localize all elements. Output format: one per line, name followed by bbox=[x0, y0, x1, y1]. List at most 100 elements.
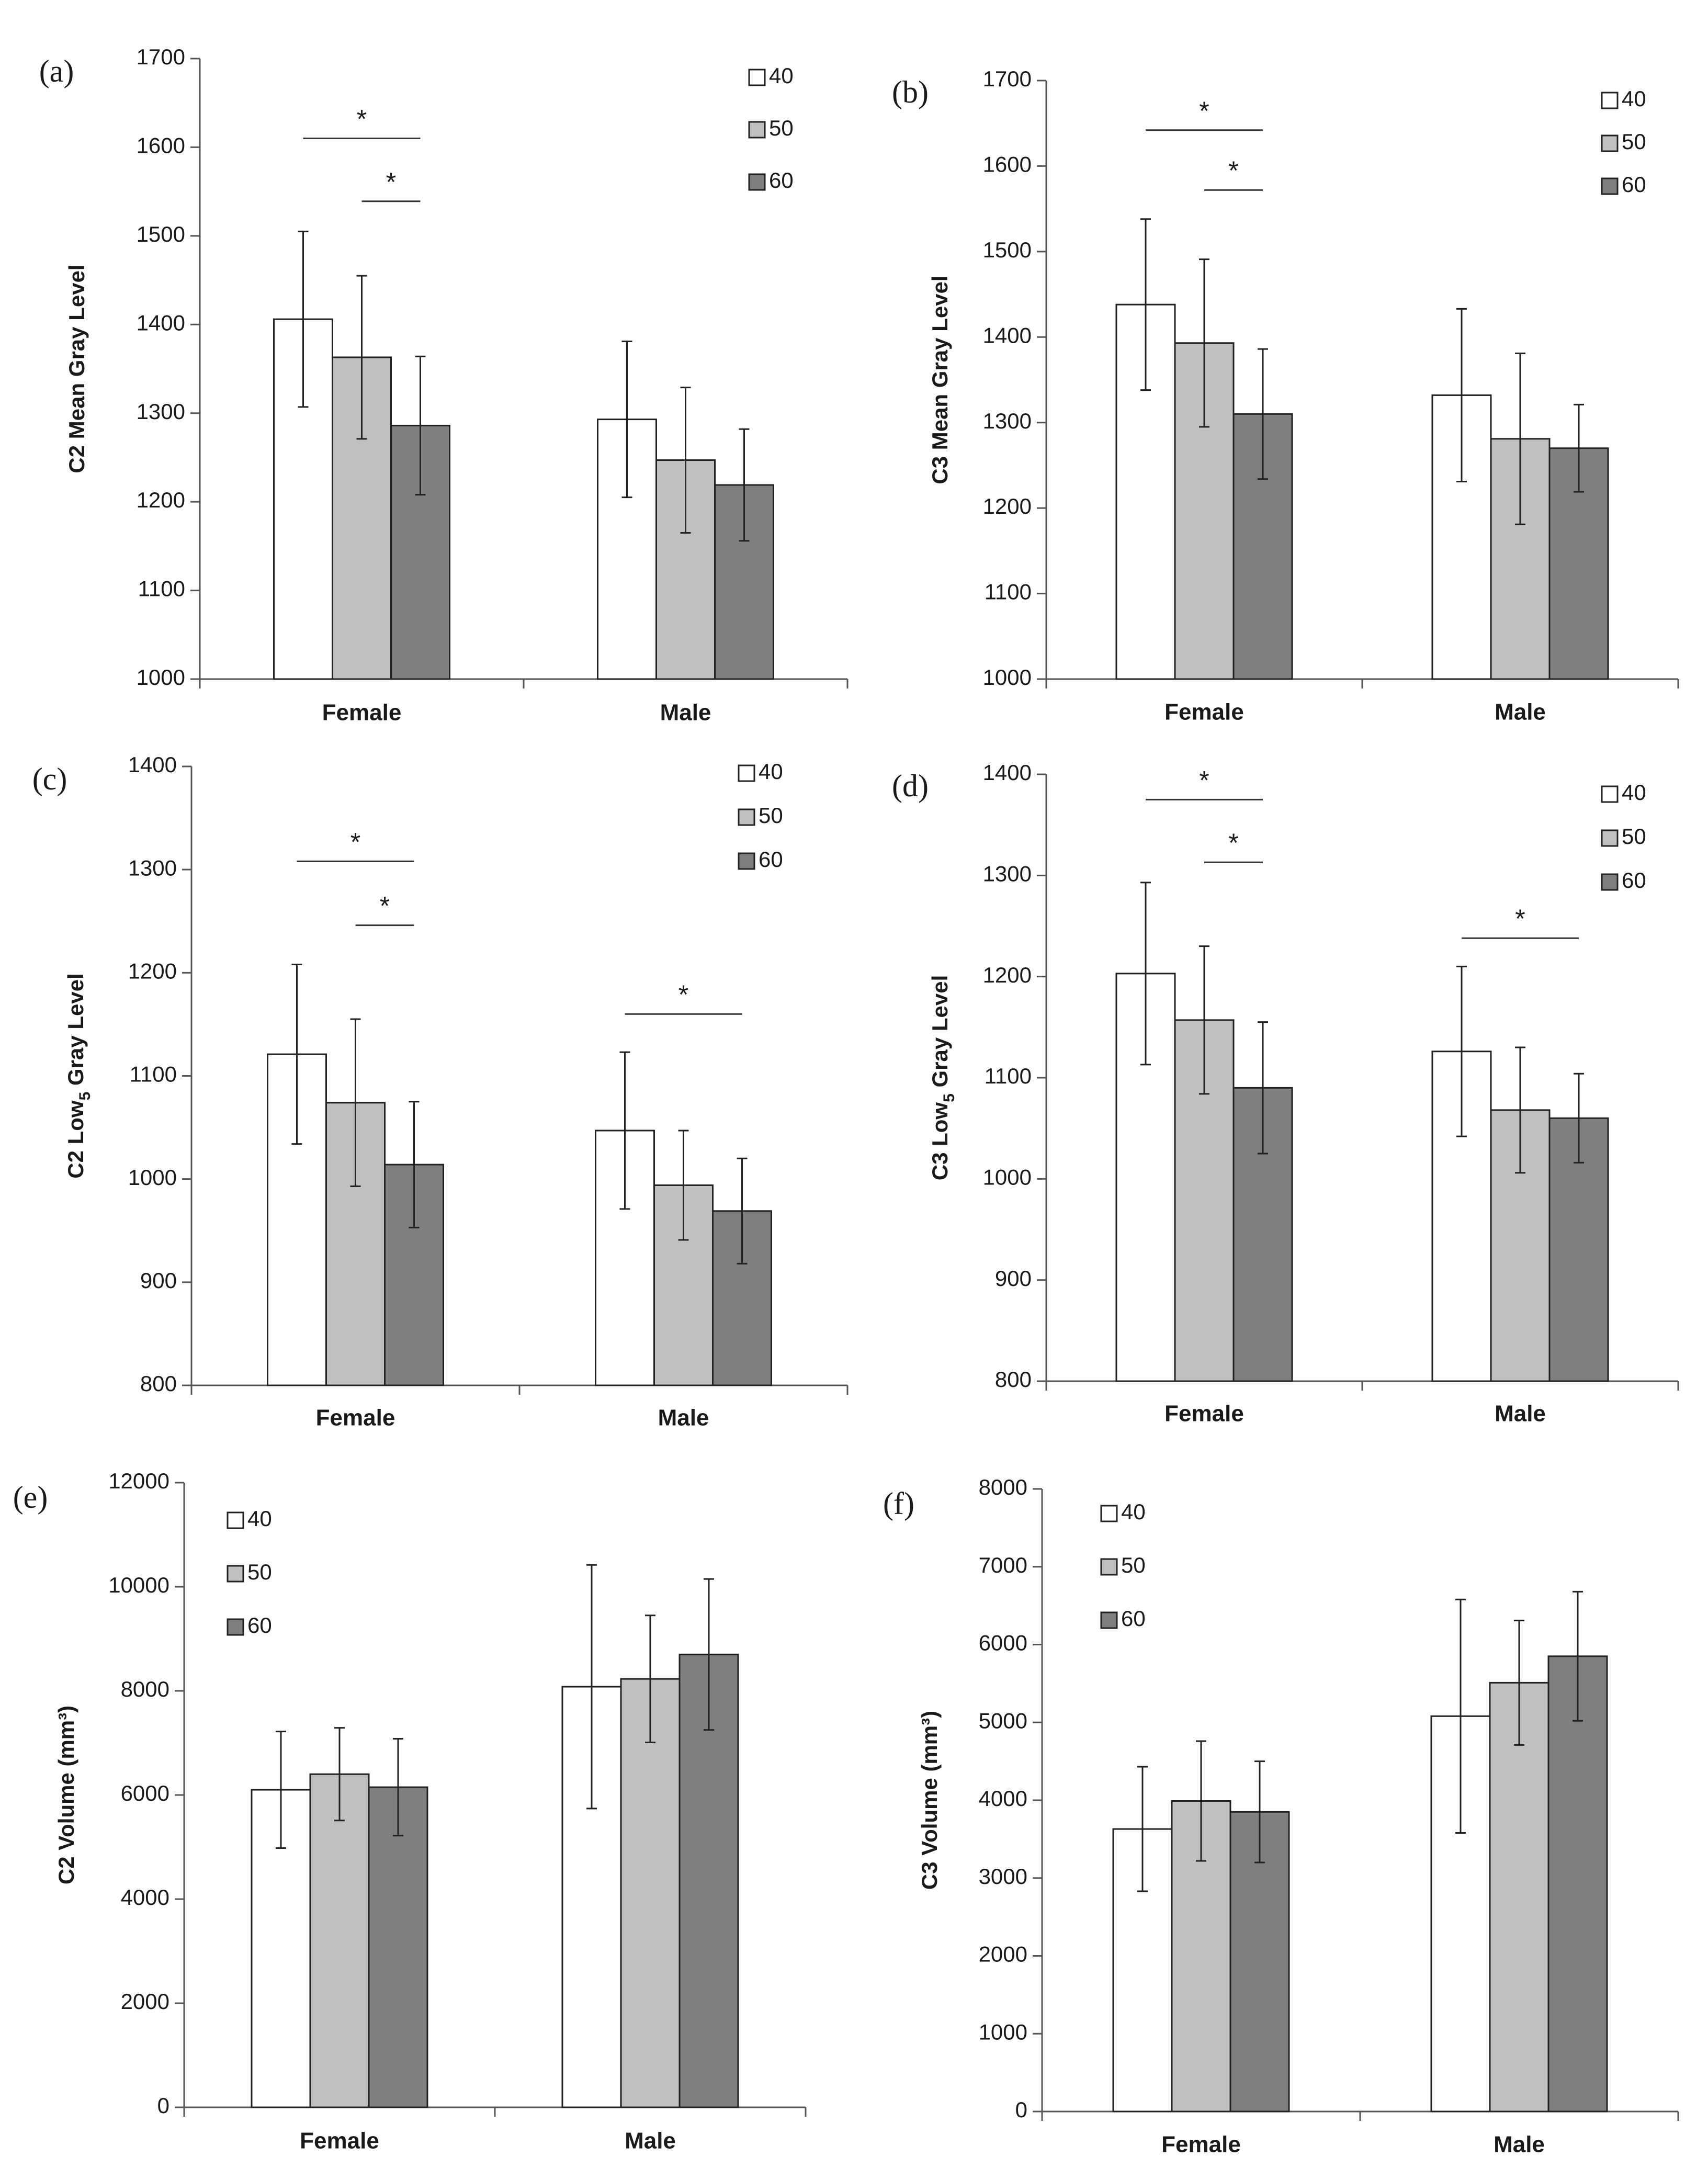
legend-label: 40 bbox=[1622, 86, 1646, 111]
bar bbox=[1547, 1655, 1608, 2113]
x-category-label: Male bbox=[660, 700, 711, 726]
y-tick-label: 1700 bbox=[137, 44, 185, 69]
significance-marker: * bbox=[1199, 765, 1209, 795]
y-axis-label: C2 Volume (mm³) bbox=[54, 1706, 78, 1884]
x-category-label: Male bbox=[1495, 1401, 1546, 1427]
y-tick-label: 6000 bbox=[979, 1631, 1027, 1655]
y-tick-label: 1300 bbox=[983, 409, 1032, 433]
y-tick-label: 1200 bbox=[983, 494, 1032, 518]
legend-swatch bbox=[227, 1618, 244, 1636]
y-axis-label: C3 Low5 Gray Level bbox=[927, 975, 958, 1181]
bar bbox=[1430, 1715, 1491, 2113]
y-tick-label: 1000 bbox=[128, 1165, 177, 1190]
x-category-label: Male bbox=[625, 2128, 676, 2154]
legend-label: 50 bbox=[247, 1560, 272, 1584]
chart-panel: (b) 1000 1100 1200 1300 1400 1500 1600 1700 Femal… bbox=[892, 66, 1679, 725]
y-tick-label: 1400 bbox=[128, 752, 177, 777]
legend-label: 60 bbox=[1121, 1606, 1146, 1631]
x-category-label: Male bbox=[658, 1405, 709, 1431]
y-tick-label: 1500 bbox=[137, 222, 185, 246]
y-axis-label: C3 Mean Gray Level bbox=[927, 275, 952, 484]
y-tick-label: 4000 bbox=[979, 1786, 1027, 1811]
bar bbox=[368, 1786, 428, 2108]
legend-swatch bbox=[738, 764, 755, 782]
legend-swatch bbox=[738, 852, 755, 870]
y-tick-label: 800 bbox=[140, 1371, 177, 1396]
legend-swatch bbox=[748, 121, 766, 139]
y-tick-label: 2000 bbox=[979, 1942, 1027, 1967]
panel-label: (c) bbox=[32, 762, 67, 796]
bar bbox=[309, 1773, 370, 2108]
panel-label: (d) bbox=[892, 769, 929, 803]
x-category-label: Female bbox=[1164, 699, 1244, 725]
legend-label: 50 bbox=[1622, 824, 1646, 849]
significance-marker: * bbox=[380, 891, 390, 921]
y-tick-label: 0 bbox=[1015, 2097, 1027, 2122]
bar bbox=[1489, 1681, 1549, 2113]
legend-label: 50 bbox=[1121, 1553, 1146, 1577]
x-category-label: Female bbox=[1161, 2132, 1241, 2158]
x-category-label: Female bbox=[322, 700, 402, 726]
legend-label: 50 bbox=[759, 803, 783, 828]
x-category-label: Female bbox=[1164, 1401, 1244, 1427]
significance-marker: * bbox=[1199, 96, 1209, 126]
y-tick-label: 1300 bbox=[128, 855, 177, 880]
legend-label: 60 bbox=[1622, 172, 1646, 197]
y-tick-label: 1200 bbox=[137, 488, 185, 512]
significance-marker: * bbox=[386, 167, 396, 197]
y-tick-label: 1200 bbox=[128, 958, 177, 983]
bar bbox=[620, 1678, 681, 2108]
y-tick-label: 2000 bbox=[121, 1989, 169, 2014]
legend-swatch bbox=[748, 173, 766, 191]
y-tick-label: 8000 bbox=[121, 1677, 169, 1701]
legend-swatch bbox=[227, 1511, 244, 1529]
y-tick-label: 800 bbox=[995, 1367, 1032, 1392]
y-tick-label: 1600 bbox=[983, 152, 1032, 177]
y-tick-label: 1100 bbox=[138, 577, 185, 601]
y-tick-label: 1300 bbox=[983, 861, 1032, 886]
chart-panel: (d) 800 900 1000 1100 1200 1300 1400 Female Male C… bbox=[892, 760, 1679, 1427]
y-tick-label: 5000 bbox=[979, 1708, 1027, 1733]
legend-swatch bbox=[1601, 134, 1619, 152]
y-tick-label: 1000 bbox=[979, 2019, 1027, 2044]
x-category-label: Female bbox=[300, 2128, 379, 2154]
legend-swatch bbox=[1100, 1611, 1118, 1629]
legend-swatch bbox=[1601, 829, 1619, 847]
legend-label: 50 bbox=[769, 116, 794, 140]
legend-label: 60 bbox=[759, 847, 783, 872]
panel-label: (a) bbox=[39, 54, 74, 88]
y-tick-label: 1400 bbox=[137, 310, 185, 335]
significance-marker: * bbox=[678, 980, 688, 1009]
panel-label: (e) bbox=[13, 1480, 48, 1515]
y-tick-label: 1000 bbox=[137, 665, 185, 690]
chart-panel: (c) 800 900 1000 1100 1200 1300 1400 Female Male C… bbox=[32, 752, 849, 1431]
legend-label: 40 bbox=[1121, 1499, 1146, 1524]
legend-label: 40 bbox=[1622, 780, 1646, 805]
y-tick-label: 1300 bbox=[137, 399, 185, 424]
y-tick-label: 4000 bbox=[121, 1885, 169, 1910]
legend-label: 40 bbox=[247, 1506, 272, 1531]
legend-swatch bbox=[1601, 873, 1619, 891]
y-tick-label: 1500 bbox=[983, 238, 1032, 262]
x-category-label: Male bbox=[1495, 699, 1546, 725]
y-axis-label: C2 Mean Gray Level bbox=[64, 264, 89, 473]
x-category-label: Male bbox=[1494, 2132, 1545, 2158]
y-tick-label: 1200 bbox=[983, 963, 1032, 987]
legend-label: 60 bbox=[769, 168, 794, 193]
chart-panel: (f) 0 1000 2000 3000 4000 5000 6000 7000 8000 Fema… bbox=[883, 1475, 1679, 2158]
y-tick-label: 10000 bbox=[108, 1573, 169, 1597]
y-tick-label: 6000 bbox=[121, 1781, 169, 1805]
panel-label: (f) bbox=[883, 1486, 914, 1521]
y-tick-label: 900 bbox=[995, 1266, 1032, 1291]
y-tick-label: 1000 bbox=[983, 665, 1032, 690]
y-axis-label: C2 Low5 Gray Level bbox=[63, 973, 94, 1179]
y-tick-label: 12000 bbox=[108, 1469, 169, 1493]
legend-swatch bbox=[1601, 92, 1619, 109]
legend-label: 60 bbox=[1622, 868, 1646, 893]
legend-label: 60 bbox=[247, 1613, 272, 1638]
y-tick-label: 7000 bbox=[979, 1553, 1027, 1577]
y-tick-label: 1400 bbox=[983, 323, 1032, 347]
significance-marker: * bbox=[1228, 828, 1238, 857]
legend-label: 40 bbox=[769, 63, 794, 88]
x-category-label: Female bbox=[316, 1405, 395, 1431]
